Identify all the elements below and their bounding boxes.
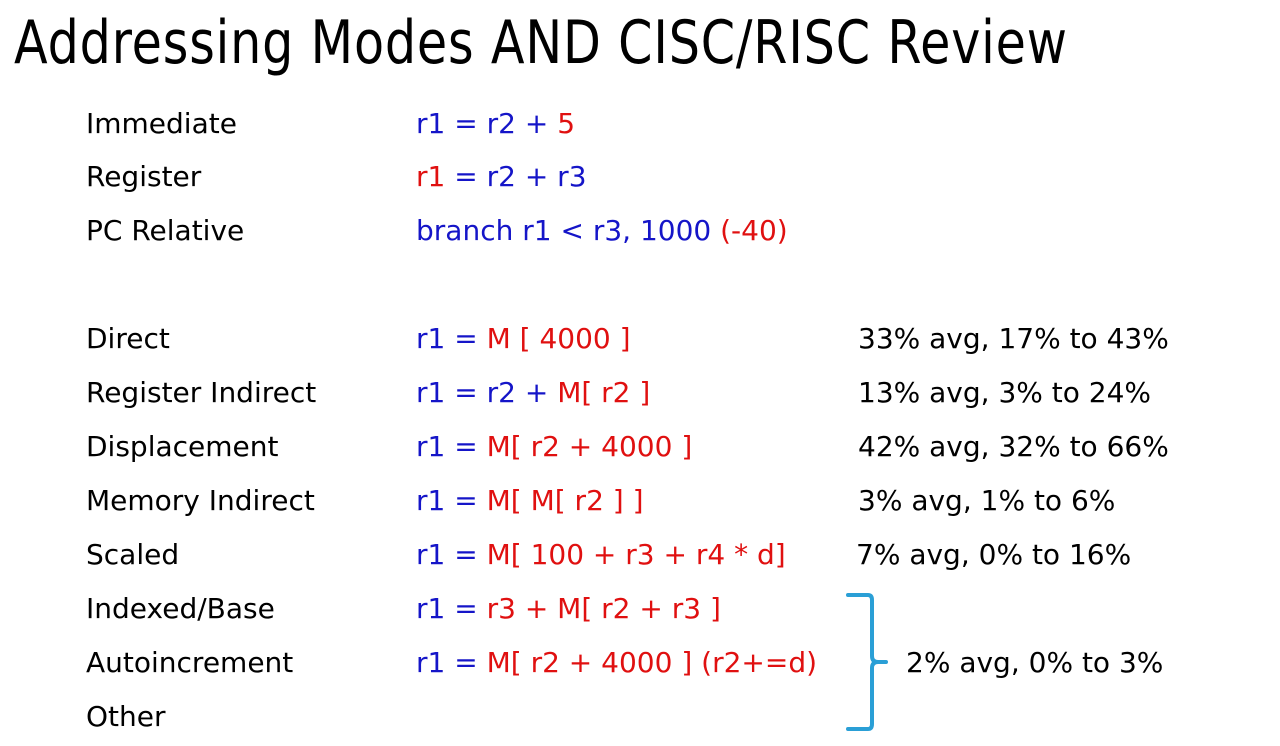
mode-row-direct: Direct r1 = M [ 4000 ] 33% avg, 17% to 4… — [0, 319, 1280, 359]
expression-part: r1 = — [416, 646, 487, 679]
usage-stat: 7% avg, 0% to 16% — [856, 538, 1132, 571]
mode-row-other: Other — [0, 697, 1280, 737]
expression-part: r1 = r2 + — [416, 376, 558, 409]
expression-part: r1 = — [416, 430, 487, 463]
expression-part: M[ 100 + r3 + r4 * d] — [486, 538, 786, 571]
mode-expression: r1 = r2 + r3 — [416, 157, 587, 197]
mode-label: Other — [86, 700, 166, 733]
expression-part: r1 = — [416, 538, 487, 571]
mode-label: Immediate — [86, 107, 237, 140]
mode-row-register-indirect: Register Indirect r1 = r2 + M[ r2 ] 13% … — [0, 373, 1280, 413]
mode-row-immediate: Immediate r1 = r2 + 5 — [0, 104, 1280, 144]
mode-row-scaled: Scaled r1 = M[ 100 + r3 + r4 * d] 7% avg… — [0, 535, 1280, 575]
usage-stat: 3% avg, 1% to 6% — [858, 484, 1116, 517]
mode-row-autoincrement: Autoincrement r1 = M[ r2 + 4000 ] (r2+=d… — [0, 643, 1280, 683]
mode-expression: r1 = M[ 100 + r3 + r4 * d] — [416, 535, 786, 575]
expression-part: M[ r2 ] — [557, 376, 651, 409]
mode-label: Register — [86, 160, 202, 193]
usage-stat: 13% avg, 3% to 24% — [858, 376, 1152, 409]
usage-stat: 33% avg, 17% to 43% — [858, 322, 1169, 355]
mode-label: Autoincrement — [86, 646, 294, 679]
mode-row-register: Register r1 = r2 + r3 — [0, 157, 1280, 197]
grouping-brace-icon — [846, 593, 888, 731]
slide-title: Addressing Modes AND CISC/RISC Review — [14, 8, 1068, 78]
expression-part: r1 = r2 + — [416, 107, 558, 140]
expression-part: 5 — [557, 107, 576, 140]
expression-part: r1 = — [416, 322, 487, 355]
mode-label: Register Indirect — [86, 376, 317, 409]
expression-part: r3 + M[ r2 + r3 ] — [486, 592, 721, 625]
expression-part: M [ 4000 ] — [486, 322, 631, 355]
mode-row-memory-indirect: Memory Indirect r1 = M[ M[ r2 ] ] 3% avg… — [0, 481, 1280, 521]
expression-part: M[ M[ r2 ] ] — [486, 484, 644, 517]
expression-part: (-40) — [720, 214, 788, 247]
mode-row-indexed-base: Indexed/Base r1 = r3 + M[ r2 + r3 ] — [0, 589, 1280, 629]
expression-part: M[ r2 + 4000 ] — [486, 430, 693, 463]
mode-label: Memory Indirect — [86, 484, 315, 517]
usage-stat: 42% avg, 32% to 66% — [858, 430, 1169, 463]
mode-expression: r1 = M[ M[ r2 ] ] — [416, 481, 644, 521]
expression-part: = r2 + r3 — [445, 160, 587, 193]
mode-label: Indexed/Base — [86, 592, 275, 625]
mode-expression: r1 = r3 + M[ r2 + r3 ] — [416, 589, 721, 629]
mode-label: Displacement — [86, 430, 279, 463]
mode-label: PC Relative — [86, 214, 245, 247]
mode-expression: r1 = r2 + 5 — [416, 104, 575, 144]
group-usage-stat: 2% avg, 0% to 3% — [906, 646, 1164, 679]
mode-expression: r1 = r2 + M[ r2 ] — [416, 373, 650, 413]
expression-part: branch r1 < r3, 1000 — [416, 214, 721, 247]
expression-part: M[ r2 + 4000 ] (r2+=d) — [486, 646, 818, 679]
mode-expression: r1 = M[ r2 + 4000 ] — [416, 427, 692, 467]
expression-part: r1 — [416, 160, 446, 193]
mode-row-displacement: Displacement r1 = M[ r2 + 4000 ] 42% avg… — [0, 427, 1280, 467]
mode-label: Direct — [86, 322, 170, 355]
mode-expression: branch r1 < r3, 1000 (-40) — [416, 211, 788, 251]
mode-expression: r1 = M[ r2 + 4000 ] (r2+=d) — [416, 643, 817, 683]
expression-part: r1 = — [416, 484, 487, 517]
mode-expression: r1 = M [ 4000 ] — [416, 319, 631, 359]
mode-label: Scaled — [86, 538, 180, 571]
expression-part: r1 = — [416, 592, 487, 625]
mode-row-pc-relative: PC Relative branch r1 < r3, 1000 (-40) — [0, 211, 1280, 251]
